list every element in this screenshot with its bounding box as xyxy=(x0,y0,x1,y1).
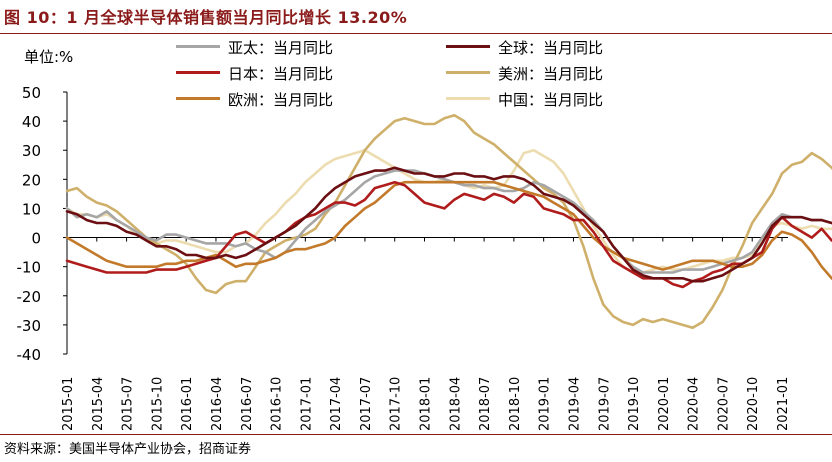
x-tick-label: 2018-04 xyxy=(448,377,463,431)
legend-swatch-china xyxy=(446,97,490,100)
x-tick-label: 2016-10 xyxy=(270,377,285,431)
x-tick-label: 2019-10 xyxy=(627,377,642,431)
series-line-americas xyxy=(65,114,832,330)
y-tick-label: -20 xyxy=(17,288,42,306)
x-tick-label: 2017-07 xyxy=(359,377,374,431)
y-tick-label: 30 xyxy=(22,142,41,160)
x-tick-label: 2020-01 xyxy=(657,377,672,431)
x-tick-label: 2019-01 xyxy=(538,377,553,431)
x-tick-label: 2020-10 xyxy=(746,377,761,431)
x-tick-label: 2017-04 xyxy=(329,377,344,431)
x-tick-label: 2019-04 xyxy=(567,377,582,431)
x-tick-label: 2018-10 xyxy=(508,377,523,431)
x-tick-label: 2016-07 xyxy=(240,377,255,431)
y-tick-label: -10 xyxy=(17,259,42,277)
x-tick-label: 2018-07 xyxy=(478,377,493,431)
legend-label-americas: 美洲：当月同比 xyxy=(498,65,604,83)
legend-label-apac: 亚太：当月同比 xyxy=(228,39,334,57)
y-tick-label: -40 xyxy=(17,346,42,364)
x-tick-label: 2016-04 xyxy=(210,377,225,431)
y-tick-label: 0 xyxy=(31,230,41,248)
x-tick-label: 2017-10 xyxy=(389,377,404,431)
legend-label-china: 中国：当月同比 xyxy=(498,91,604,109)
source-divider xyxy=(0,434,832,435)
x-tick-label: 2017-01 xyxy=(299,377,314,431)
series-line-global xyxy=(65,166,832,283)
x-tick-label: 2015-10 xyxy=(150,377,165,431)
x-tick-label: 2016-01 xyxy=(180,377,195,431)
series-line-japan xyxy=(65,180,832,289)
legend-swatch-global xyxy=(446,45,490,48)
legend-label-europe: 欧洲：当月同比 xyxy=(228,91,334,109)
x-tick-label: 2020-07 xyxy=(716,377,731,431)
y-tick-label: -30 xyxy=(17,317,42,335)
legend-swatch-americas xyxy=(446,71,490,74)
legend-label-japan: 日本：当月同比 xyxy=(228,65,334,83)
x-tick-label: 2015-01 xyxy=(61,377,76,431)
y-tick-label: 10 xyxy=(22,200,41,218)
series-line-china xyxy=(65,148,832,274)
x-tick-label: 2018-01 xyxy=(419,377,434,431)
legend-swatch-apac xyxy=(176,45,220,48)
source-note: 资料来源：美国半导体产业协会，招商证券 xyxy=(4,442,252,457)
x-tick-label: 2019-07 xyxy=(597,377,612,431)
series-line-apac xyxy=(65,169,832,274)
y-tick-label: 20 xyxy=(22,171,41,189)
figure-title: 图 10：1 月全球半导体销售额当月同比增长 13.20% xyxy=(4,8,408,27)
y-tick-label: 40 xyxy=(22,113,41,131)
x-tick-label: 2021-01 xyxy=(776,377,791,431)
legend-label-global: 全球：当月同比 xyxy=(498,39,604,57)
legend-swatch-japan xyxy=(176,71,220,74)
x-tick-label: 2015-04 xyxy=(91,377,106,431)
title-divider xyxy=(0,33,832,34)
x-tick-label: 2020-04 xyxy=(687,377,702,431)
series-line-europe xyxy=(65,180,832,281)
y-tick-label: 50 xyxy=(22,84,41,102)
x-tick-label: 2015-07 xyxy=(121,377,136,431)
legend-swatch-europe xyxy=(176,97,220,100)
y-axis-unit-label: 单位:% xyxy=(24,48,74,66)
